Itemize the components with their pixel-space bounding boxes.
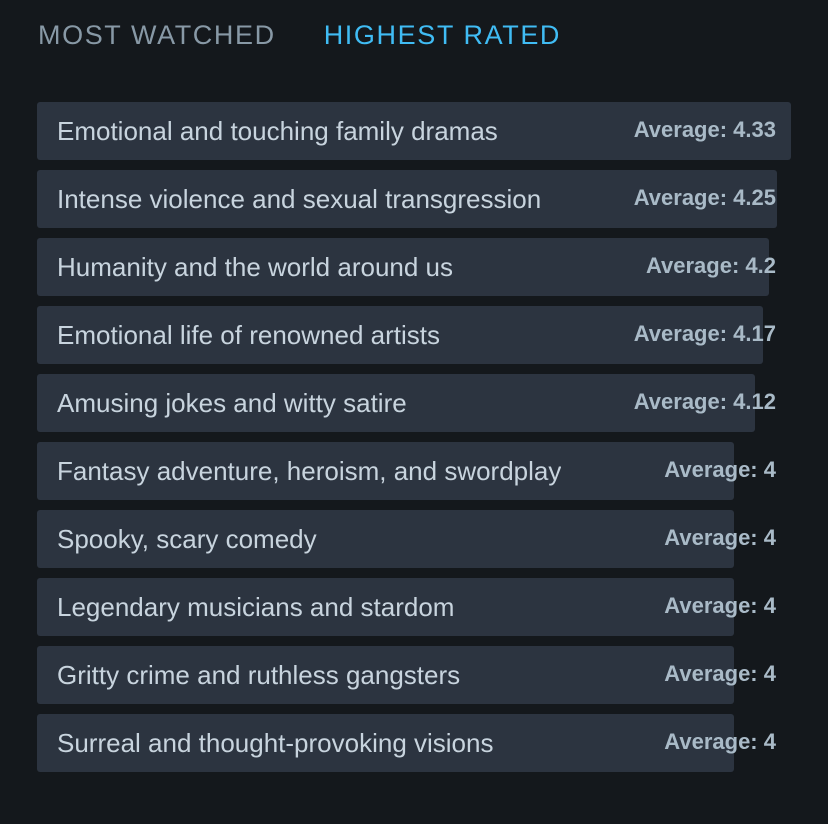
average-value: 4	[763, 729, 776, 754]
average-rating: Average: 4.2	[646, 251, 776, 281]
genre-label: Amusing jokes and witty satire	[57, 388, 407, 418]
rating-bar	[37, 102, 791, 160]
average-value: 4.17	[733, 321, 776, 346]
genre-row[interactable]: Amusing jokes and witty satire Average: 4…	[37, 374, 797, 432]
average-prefix: Average:	[633, 321, 734, 346]
genre-label: Surreal and thought-provoking visions	[57, 728, 494, 758]
average-rating: Average: 4	[664, 523, 776, 553]
genre-row[interactable]: Fantasy adventure, heroism, and swordpla…	[37, 442, 797, 500]
average-rating: Average: 4.17	[634, 319, 776, 349]
average-value: 4	[763, 525, 776, 550]
genre-label: Spooky, scary comedy	[57, 524, 317, 554]
genre-label: Emotional life of renowned artists	[57, 320, 440, 350]
average-value: 4	[763, 593, 776, 618]
average-prefix: Average:	[633, 389, 734, 414]
average-rating: Average: 4.33	[634, 115, 776, 145]
average-prefix: Average:	[664, 525, 764, 550]
tab-most-watched[interactable]: MOST WATCHED	[38, 20, 276, 50]
genre-row[interactable]: Spooky, scary comedy Average: 4	[37, 510, 797, 568]
tab-bar: MOST WATCHED HIGHEST RATED	[38, 18, 561, 52]
rating-bar	[37, 306, 763, 364]
rating-bar	[37, 170, 777, 228]
average-prefix: Average:	[645, 253, 746, 278]
average-value: 4	[763, 457, 776, 482]
genre-row[interactable]: Emotional and touching family dramas Aver…	[37, 102, 797, 160]
rating-bar	[37, 578, 734, 636]
genre-row[interactable]: Humanity and the world around us Average:…	[37, 238, 797, 296]
genre-label: Emotional and touching family dramas	[57, 116, 498, 146]
genre-row[interactable]: Intense violence and sexual transgressio…	[37, 170, 797, 228]
rating-bar	[37, 510, 734, 568]
genre-label: Gritty crime and ruthless gangsters	[57, 660, 461, 690]
rating-bar	[37, 714, 734, 772]
average-value: 4.25	[733, 185, 776, 210]
genre-row[interactable]: Gritty crime and ruthless gangsters Avera…	[37, 646, 797, 704]
average-rating: Average: 4.25	[634, 183, 776, 213]
rating-bar	[37, 646, 734, 704]
genre-row[interactable]: Legendary musicians and stardom Average: …	[37, 578, 797, 636]
average-prefix: Average:	[664, 661, 764, 686]
genre-row[interactable]: Emotional life of renowned artists Averag…	[37, 306, 797, 364]
rating-bar	[37, 374, 755, 432]
average-value: 4.33	[733, 117, 776, 142]
genre-label: Fantasy adventure, heroism, and swordpla…	[57, 456, 562, 486]
average-prefix: Average:	[664, 457, 764, 482]
average-value: 4	[763, 661, 776, 686]
average-rating: Average: 4.12	[634, 387, 776, 417]
genre-label: Humanity and the world around us	[57, 252, 454, 282]
rating-bar	[37, 442, 734, 500]
average-prefix: Average:	[664, 729, 764, 754]
average-rating: Average: 4	[664, 591, 776, 621]
average-rating: Average: 4	[664, 455, 776, 485]
average-value: 4.12	[733, 389, 776, 414]
average-prefix: Average:	[664, 593, 764, 618]
genre-label: Intense violence and sexual transgressio…	[57, 184, 542, 214]
average-prefix: Average:	[633, 185, 734, 210]
average-prefix: Average:	[633, 117, 734, 142]
genre-label: Legendary musicians and stardom	[57, 592, 455, 622]
tab-highest-rated[interactable]: HIGHEST RATED	[323, 20, 562, 50]
average-rating: Average: 4	[664, 727, 776, 757]
average-rating: Average: 4	[664, 659, 776, 689]
average-value: 4.2	[745, 253, 776, 278]
rating-bar	[37, 238, 769, 296]
genre-rating-list: Emotional and touching family dramas Aver…	[37, 102, 797, 782]
genre-row[interactable]: Surreal and thought-provoking visions Ave…	[37, 714, 797, 772]
